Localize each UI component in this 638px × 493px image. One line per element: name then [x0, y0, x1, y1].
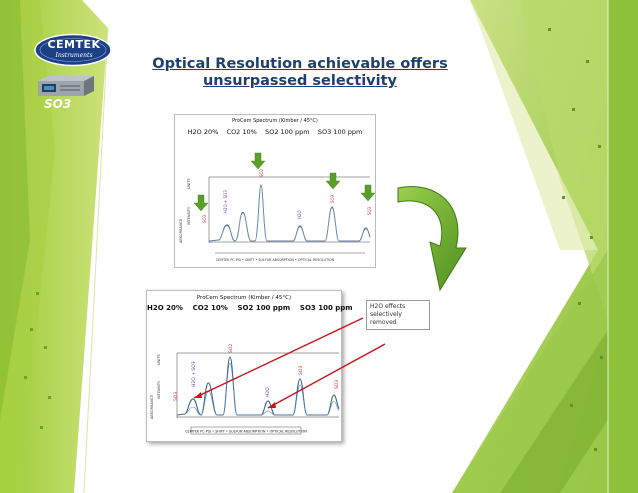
spectrum-top-peak-3: SO2 [259, 168, 264, 177]
logo-text: CEMTEK [47, 38, 101, 51]
slide-title-line1: Optical Resolution achievable offers [152, 56, 448, 72]
spectrum-bottom-peak-1: SO3 [173, 392, 179, 401]
spectrum-top-heading: ProCem Spectrum (Kimber / 45°C) [232, 118, 318, 124]
spectrum-bottom-axis-label-3: UNITS [157, 354, 161, 365]
spectrum-top-axis-label-1: ABSORBANCE [179, 219, 183, 243]
spectrum-bottom-conditions: H2O 20% CO2 10% SO2 100 ppm SO3 100 ppm [147, 304, 353, 312]
spectrum-top-peak-4: H2O [297, 210, 302, 219]
curved-green-arrow [397, 186, 467, 292]
spectrum-bottom-heading: ProCem Spectrum (Kimber / 45°C) [196, 295, 292, 301]
analyzer-device-image [38, 76, 94, 96]
spectrum-top-peak-1: SO3 [202, 214, 207, 223]
spectrum-top-conditions: H2O 20% CO2 10% SO2 100 ppm SO3 100 ppm [187, 128, 363, 136]
spectrum-panel-bottom: ProCem Spectrum (Kimber / 45°C) H2O 20% … [146, 290, 353, 442]
device-label: SO3 [44, 97, 72, 111]
slide-title: Optical Resolution achievable offers uns… [150, 56, 450, 90]
spectrum-bottom-footer: CEMTEK PC-PSI • SHIFT • SULFUR ABSORPTIO… [185, 430, 307, 434]
spectrum-bottom-chart: ABSORBANCE INTENSITY UNITS SO3 H2O + SO3… [150, 344, 340, 435]
spectrum-top-arrows [193, 152, 375, 212]
spectrum-bottom-peak-4: H2O [265, 387, 271, 397]
spectrum-bottom-peak-3: SO2 [228, 344, 234, 353]
spectrum-panel-top: ProCem Spectrum (Kimber / 45°C) H2O 20% … [174, 114, 376, 268]
spectrum-top-footer: CEMTEK PC-PSI • SHIFT • SULFUR ABSORPTIO… [216, 258, 335, 262]
cemtek-logo [34, 33, 112, 67]
spectrum-top-peak-6: SO3 [367, 206, 372, 215]
spectrum-bottom-axis-label-2: INTENSITY [157, 380, 161, 399]
spectrum-bottom-axis-label-1: ABSORBANCE [150, 395, 154, 419]
spectrum-top-peak-5: SO3 [330, 194, 335, 203]
spectrum-bottom-peak-2: H2O + SO3 [191, 361, 197, 387]
spectrum-bottom-peak-6: SO3 [334, 380, 340, 389]
spectrum-top-axis-label-2: INTENSITY [187, 206, 191, 225]
spectrum-top-axis-label-3: UNITS [187, 178, 191, 189]
spectrum-bottom-peak-5: SO3 [298, 366, 304, 375]
spectrum-top-chart: ABSORBANCE INTENSITY UNITS SO3 H2O + SO3… [179, 152, 375, 262]
logo-subtext: Instruments [55, 52, 93, 59]
h2o-note-box: H2O effects selectively removed [366, 300, 430, 330]
slide-title-line2: unsurpassed selectivity [202, 73, 397, 89]
spectrum-top-peak-2: H2O + SO3 [223, 190, 228, 213]
